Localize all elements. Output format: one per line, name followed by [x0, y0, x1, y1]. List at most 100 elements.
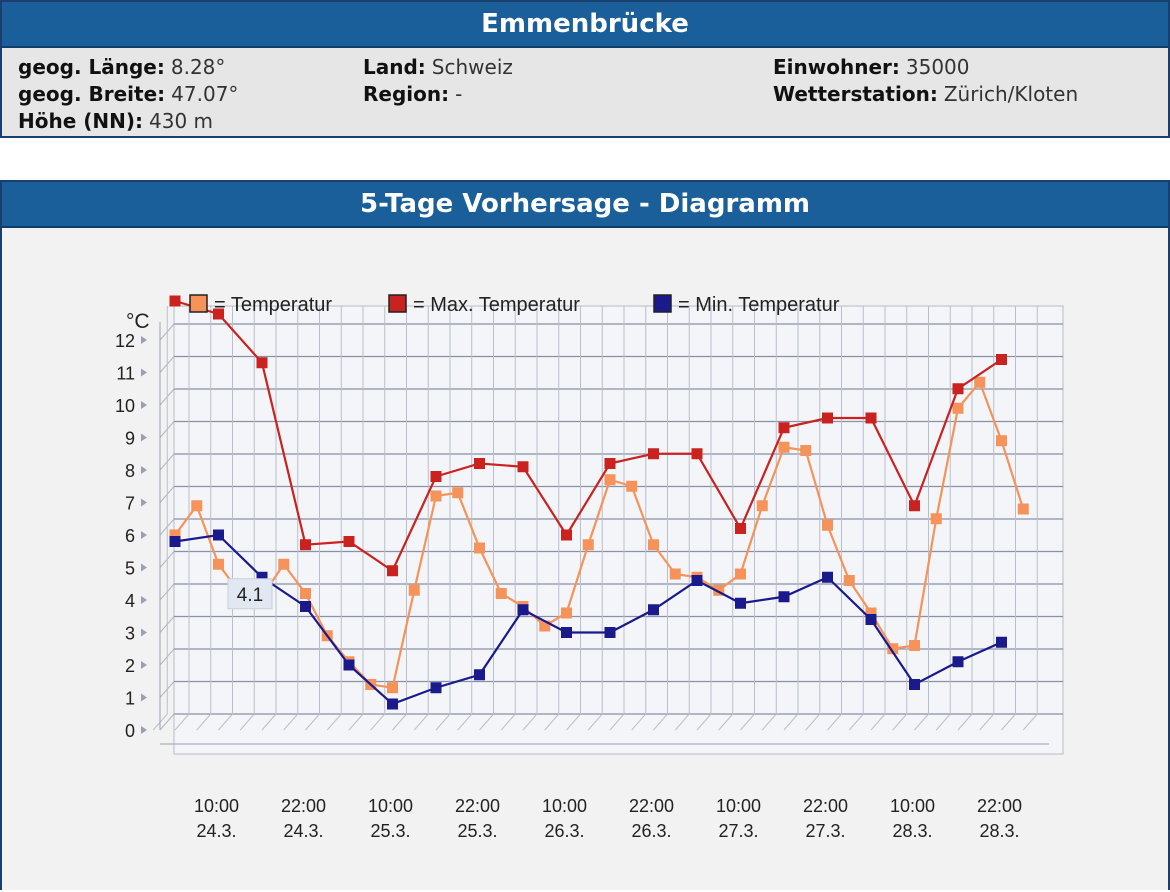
data-point-temperatur	[561, 607, 572, 619]
info-station: Wetterstation: Zürich/Kloten	[773, 81, 1078, 108]
y-tick-label: 0	[125, 721, 135, 741]
grid-floor-line	[348, 713, 364, 731]
series-line-temperatur	[174, 380, 1025, 689]
data-point-min	[735, 597, 746, 609]
grid-floor-line	[740, 713, 755, 731]
data-point-min	[474, 669, 485, 681]
data-point-temperatur	[213, 558, 224, 570]
data-point-temperatur	[778, 441, 790, 453]
legend-label-min: = Min. Temperatur	[678, 294, 840, 316]
grid-floor-line	[653, 713, 668, 731]
chart-panel-title: 5-Tage Vorhersage - Diagramm	[2, 182, 1168, 228]
y-tick-marker	[141, 433, 147, 442]
region-value: -	[455, 82, 463, 106]
data-point-min	[648, 604, 659, 616]
data-point-min	[604, 627, 616, 638]
grid-floor-line	[718, 713, 734, 731]
y-tick-label: 4	[125, 591, 135, 611]
series-line-max	[174, 299, 1003, 573]
data-point-temperatur	[952, 402, 964, 414]
legend-swatch-temperatur	[189, 294, 208, 313]
population-label: Einwohner:	[773, 55, 900, 79]
tooltip-box	[227, 578, 273, 610]
data-point-max	[648, 448, 659, 460]
info-latitude: geog. Breite: 47.07°	[18, 81, 238, 108]
data-point-temperatur	[408, 584, 420, 596]
legend-swatch-max	[388, 294, 407, 313]
data-point-temperatur	[756, 500, 768, 512]
info-country: Land: Schweiz	[363, 54, 513, 81]
grid-floor-line	[196, 713, 212, 731]
series-line-min	[174, 533, 1002, 706]
x-tick-date: 26.3.	[631, 821, 671, 841]
y-tick-marker	[141, 336, 147, 344]
data-point-temperatur	[169, 529, 181, 541]
forecast-chart[interactable]: 0123456789101112°C10:0024.3.22:0024.3.10…	[2, 228, 1168, 892]
longitude-label: geog. Länge:	[18, 55, 165, 79]
chart-plot-area: 0123456789101112°C10:0024.3.22:0024.3.10…	[115, 295, 1064, 841]
data-point-temperatur	[865, 607, 877, 619]
data-point-max	[952, 383, 964, 395]
grid-floor-line	[392, 713, 407, 731]
x-tick-time: 22:00	[455, 796, 500, 816]
y-tick-marker	[141, 596, 147, 604]
y-tick-marker	[141, 726, 147, 734]
data-point-temperatur	[735, 568, 746, 580]
x-tick-time: 10:00	[194, 796, 239, 816]
location-title: Emmenbrücke	[2, 2, 1168, 48]
y-tick-marker	[141, 693, 147, 702]
x-tick-date: 25.3.	[457, 821, 497, 841]
data-point-temperatur	[887, 643, 899, 655]
data-point-temperatur	[495, 588, 507, 599]
x-tick-time: 22:00	[281, 796, 326, 816]
data-point-temperatur	[539, 620, 551, 632]
grid-floor-line	[696, 713, 712, 731]
data-point-min	[561, 627, 572, 638]
data-point-max	[865, 412, 877, 424]
data-point-temperatur	[582, 539, 594, 551]
country-label: Land:	[363, 55, 426, 79]
grid-floor-line	[522, 713, 538, 731]
data-point-min	[169, 536, 181, 547]
grid-floor-line	[174, 713, 190, 731]
y-tick-label: 8	[125, 461, 135, 481]
x-tick-time: 22:00	[803, 796, 848, 816]
data-point-temperatur	[452, 487, 464, 499]
grid-floor-line	[283, 713, 299, 731]
x-tick-time: 22:00	[977, 796, 1022, 816]
data-point-min	[778, 591, 790, 603]
chart-legend: = Temperatur = Max. Temperatur = Min. Temp…	[189, 294, 840, 316]
grid-depth-line	[159, 713, 175, 731]
data-point-max	[604, 458, 616, 469]
x-tick-date: 26.3.	[544, 821, 584, 841]
data-point-min	[300, 601, 311, 612]
grid-floor-line	[914, 713, 929, 731]
info-col-coordinates: geog. Länge: 8.28° geog. Breite: 47.07° Hö…	[18, 54, 238, 135]
x-tick-date: 25.3.	[370, 821, 410, 841]
info-altitude: Höhe (NN): 430 m	[18, 108, 238, 135]
grid-floor-line	[805, 713, 821, 731]
y-tick-marker	[141, 661, 147, 669]
data-point-min	[387, 698, 398, 710]
y-axis-unit-label: °C	[126, 310, 150, 333]
data-point-temperatur	[1017, 503, 1029, 515]
grid-floor-line	[566, 713, 581, 731]
grid-floor-line	[892, 713, 908, 731]
grid-floor-line	[370, 713, 386, 731]
grid-floor-line	[761, 713, 777, 731]
data-point-temperatur	[843, 575, 855, 586]
region-label: Region:	[363, 82, 450, 106]
data-point-max	[169, 295, 181, 307]
grid-floor-line	[674, 713, 690, 731]
data-point-max	[822, 412, 833, 424]
data-point-max	[778, 422, 790, 434]
chart-background	[173, 305, 1064, 755]
location-info-panel: Emmenbrücke geog. Länge: 8.28° geog. Brei…	[0, 0, 1170, 138]
y-tick-label: 9	[125, 429, 135, 449]
y-tick-marker	[141, 466, 147, 474]
legend-label-temperatur: = Temperatur	[214, 294, 332, 316]
data-point-temperatur	[974, 376, 986, 388]
y-tick-marker	[141, 498, 147, 507]
y-tick-marker	[141, 401, 147, 409]
data-point-max	[909, 500, 920, 512]
